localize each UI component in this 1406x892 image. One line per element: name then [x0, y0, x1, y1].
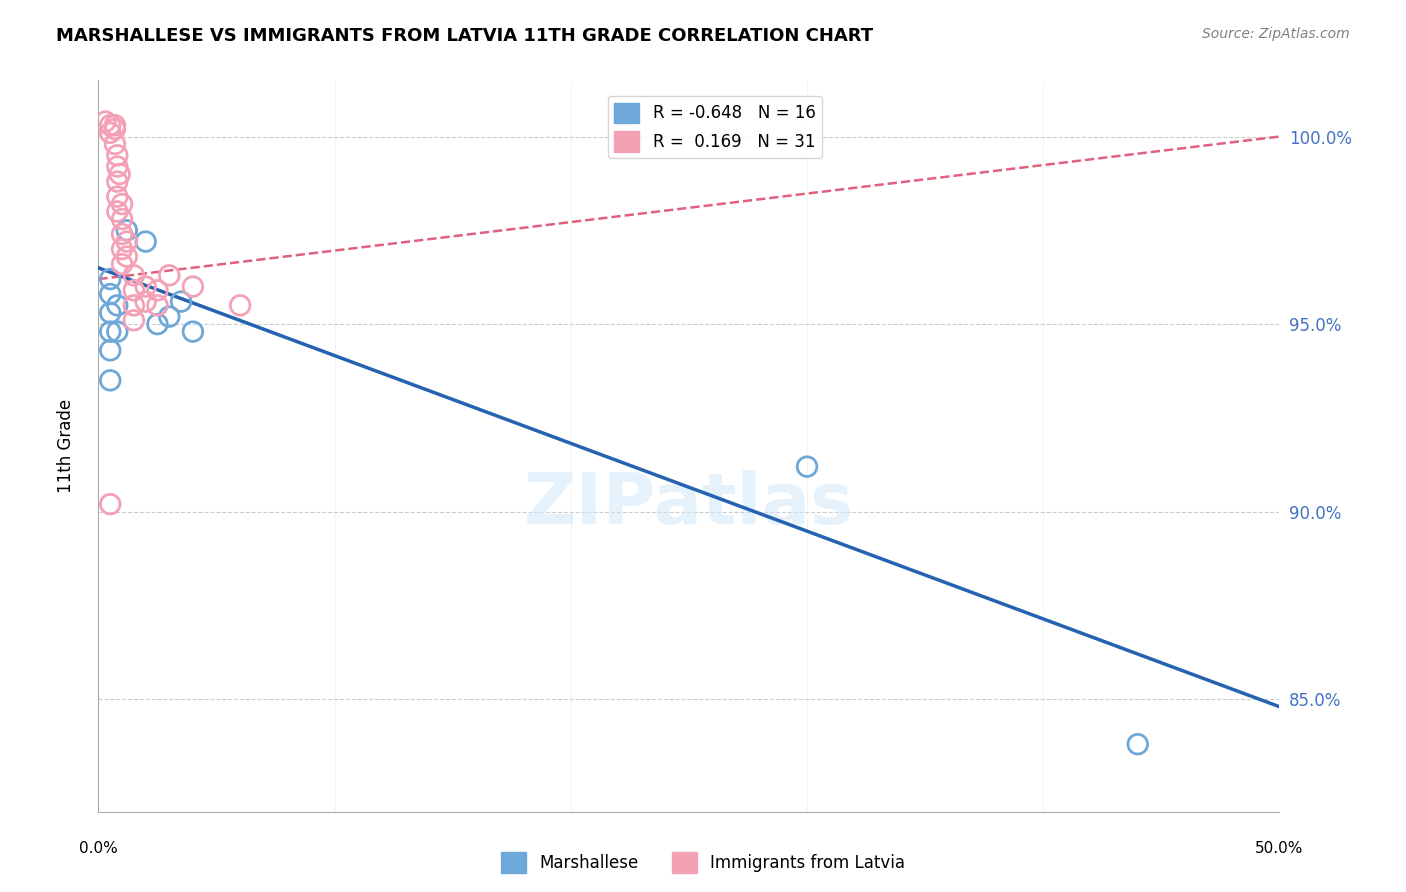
- Legend: R = -0.648   N = 16, R =  0.169   N = 31: R = -0.648 N = 16, R = 0.169 N = 31: [607, 96, 823, 158]
- Point: [108, 167, 131, 181]
- Point: [98, 373, 121, 387]
- Point: [146, 283, 169, 297]
- Point: [98, 118, 121, 132]
- Point: [181, 325, 204, 339]
- Point: [105, 160, 128, 174]
- Point: [111, 242, 134, 256]
- Point: [135, 235, 157, 249]
- Text: 50.0%: 50.0%: [1256, 841, 1303, 856]
- Point: [181, 279, 204, 293]
- Text: Source: ZipAtlas.com: Source: ZipAtlas.com: [1202, 27, 1350, 41]
- Point: [122, 268, 145, 283]
- Point: [105, 298, 128, 312]
- Point: [105, 204, 128, 219]
- Point: [98, 343, 121, 358]
- Point: [157, 268, 180, 283]
- Point: [122, 298, 145, 312]
- Point: [115, 235, 138, 249]
- Y-axis label: 11th Grade: 11th Grade: [56, 399, 75, 493]
- Point: [115, 250, 138, 264]
- Point: [157, 310, 180, 324]
- Point: [111, 197, 134, 211]
- Point: [146, 317, 169, 331]
- Point: [98, 287, 121, 301]
- Point: [105, 148, 128, 162]
- Point: [105, 325, 128, 339]
- Point: [146, 298, 169, 312]
- Point: [98, 126, 121, 140]
- Point: [1126, 737, 1149, 751]
- Text: MARSHALLESE VS IMMIGRANTS FROM LATVIA 11TH GRADE CORRELATION CHART: MARSHALLESE VS IMMIGRANTS FROM LATVIA 11…: [56, 27, 873, 45]
- Point: [796, 459, 818, 474]
- Text: ZIPatlas: ZIPatlas: [524, 470, 853, 539]
- Point: [104, 118, 127, 132]
- Point: [111, 212, 134, 227]
- Point: [104, 136, 127, 151]
- Legend: Marshallese, Immigrants from Latvia: Marshallese, Immigrants from Latvia: [494, 846, 912, 880]
- Text: 0.0%: 0.0%: [79, 841, 118, 856]
- Point: [98, 497, 121, 511]
- Point: [135, 294, 157, 309]
- Point: [98, 306, 121, 320]
- Point: [135, 279, 157, 293]
- Point: [122, 313, 145, 327]
- Point: [115, 223, 138, 237]
- Point: [111, 257, 134, 271]
- Point: [104, 122, 127, 136]
- Point: [105, 175, 128, 189]
- Point: [170, 294, 193, 309]
- Point: [98, 272, 121, 286]
- Point: [105, 189, 128, 203]
- Point: [122, 283, 145, 297]
- Point: [94, 114, 117, 128]
- Point: [98, 325, 121, 339]
- Point: [111, 227, 134, 241]
- Point: [229, 298, 252, 312]
